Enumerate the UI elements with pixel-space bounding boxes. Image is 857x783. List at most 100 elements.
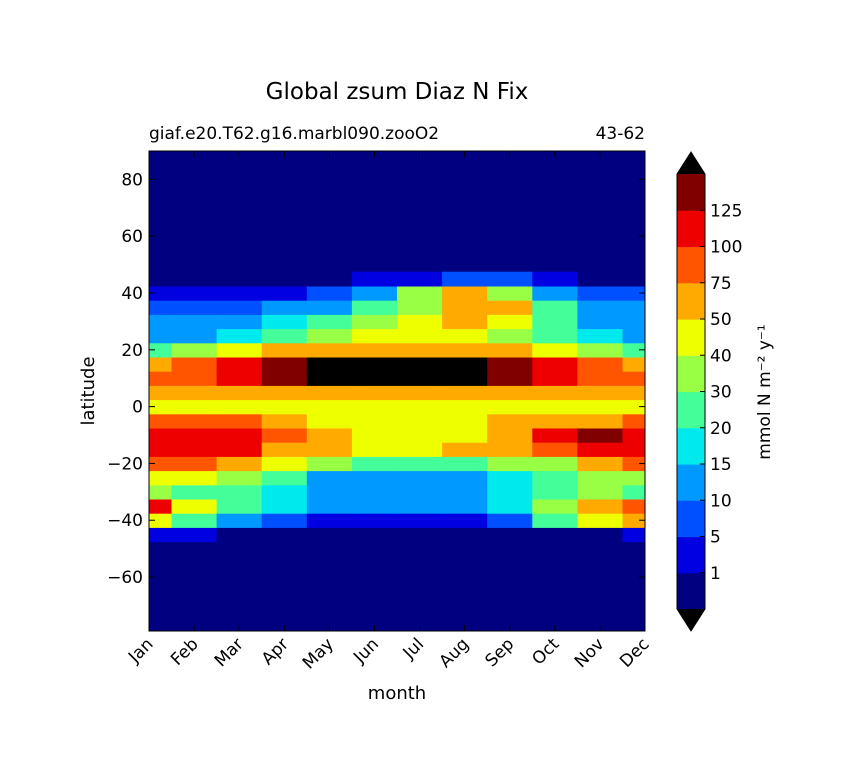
contour-cell <box>532 442 578 457</box>
contour-cell <box>622 300 645 315</box>
contour-cell <box>149 456 173 472</box>
contour-cell <box>171 427 218 443</box>
contour-cell <box>532 498 578 514</box>
contour-cell <box>351 470 398 486</box>
contour-cell <box>171 385 218 401</box>
x-axis-label: month <box>368 683 426 704</box>
contour-cell <box>216 527 263 543</box>
contour-cell <box>532 328 578 344</box>
contour-cell <box>351 385 398 401</box>
contour-cell <box>442 314 488 330</box>
y-tick-label: 40 <box>121 284 143 304</box>
colorbar-outline <box>676 151 706 632</box>
colorbar-tick-label: 50 <box>710 310 732 330</box>
contour-cell <box>171 456 218 472</box>
contour-cell <box>487 342 533 358</box>
contour-cell <box>577 527 624 543</box>
x-tick-label: Feb <box>167 634 202 669</box>
contour-cell <box>442 328 488 344</box>
contour-cell <box>306 456 353 472</box>
y-tick-label: −40 <box>107 511 143 531</box>
x-tick-label: May <box>299 634 338 673</box>
colorbar-tick-label: 100 <box>710 238 742 258</box>
contour-cell <box>261 285 308 301</box>
contour-cell <box>351 356 398 372</box>
contour-cell <box>487 527 533 543</box>
contour-cell <box>171 513 218 528</box>
contour-cell <box>532 285 578 301</box>
y-tick-label: 0 <box>132 398 143 418</box>
contour-cell <box>487 285 533 301</box>
contour-cell <box>577 385 624 401</box>
x-tick-label: Jun <box>349 634 383 668</box>
colorbar-segment <box>677 282 705 320</box>
contour-cell <box>306 271 353 287</box>
contour-cell <box>216 371 263 386</box>
contour-cell <box>261 456 308 472</box>
contour-cell <box>442 470 488 486</box>
colorbar-extend-bottom <box>677 609 705 631</box>
contour-cell <box>622 314 645 330</box>
contour-cell <box>487 271 533 287</box>
contour-cell <box>622 442 645 457</box>
colorbar-segment <box>677 427 705 465</box>
colorbar-segment <box>677 464 705 501</box>
contour-cell <box>171 399 218 415</box>
contour-cell <box>351 442 398 457</box>
contour-cell <box>149 371 173 386</box>
contour-cell <box>397 314 443 330</box>
contour-cell <box>397 385 443 401</box>
contour-cell <box>622 371 645 386</box>
contour-cell <box>306 484 353 500</box>
colorbar-segment <box>677 391 705 429</box>
contour-cell <box>397 527 443 543</box>
contour-cell <box>149 356 173 372</box>
contour-cell <box>397 484 443 500</box>
contour-cell <box>442 271 488 287</box>
contour-cell <box>149 498 173 514</box>
contour-cell <box>351 300 398 315</box>
contour-cell <box>577 456 624 472</box>
colorbar-tick-label: 40 <box>710 346 732 366</box>
contour-cell <box>351 285 398 301</box>
contour-cell <box>487 300 533 315</box>
contour-cell <box>487 470 533 486</box>
contour-cell <box>261 498 308 514</box>
colorbar-segment <box>677 210 705 248</box>
contour-cell <box>577 470 624 486</box>
contour-cell <box>216 314 263 330</box>
contour-cell <box>577 371 624 386</box>
contour-cell <box>261 385 308 401</box>
x-tick-label: Jan <box>124 634 157 667</box>
contour-cell <box>442 427 488 443</box>
contour-cell <box>351 413 398 429</box>
contour-cell <box>577 498 624 514</box>
y-tick-label: 60 <box>121 227 143 247</box>
contour-cell <box>397 413 443 429</box>
contour-cell <box>577 300 624 315</box>
contour-cell <box>487 314 533 330</box>
contour-cell <box>532 513 578 528</box>
contour-cell <box>622 427 645 443</box>
contour-cell <box>577 356 624 372</box>
contour-cell <box>442 285 488 301</box>
contour-cell <box>216 442 263 457</box>
contour-cell <box>397 356 443 372</box>
contour-cell <box>397 300 443 315</box>
contour-cell <box>487 484 533 500</box>
contour-cell <box>306 314 353 330</box>
contour-cell <box>487 456 533 472</box>
contour-cell <box>149 314 173 330</box>
contour-cell <box>171 484 218 500</box>
contour-cell <box>532 314 578 330</box>
chart-subtitle-left: giaf.e20.T62.g16.marbl090.zooO2 <box>149 124 439 144</box>
colorbar-tick-label: 125 <box>710 201 742 221</box>
y-axis: 80 60 40 20 0 −20 −40 −60 <box>107 170 645 588</box>
contour-cell <box>397 470 443 486</box>
contour-cell <box>442 527 488 543</box>
contour-cell <box>532 413 578 429</box>
contour-cell <box>397 342 443 358</box>
colorbar-segment <box>677 319 705 356</box>
